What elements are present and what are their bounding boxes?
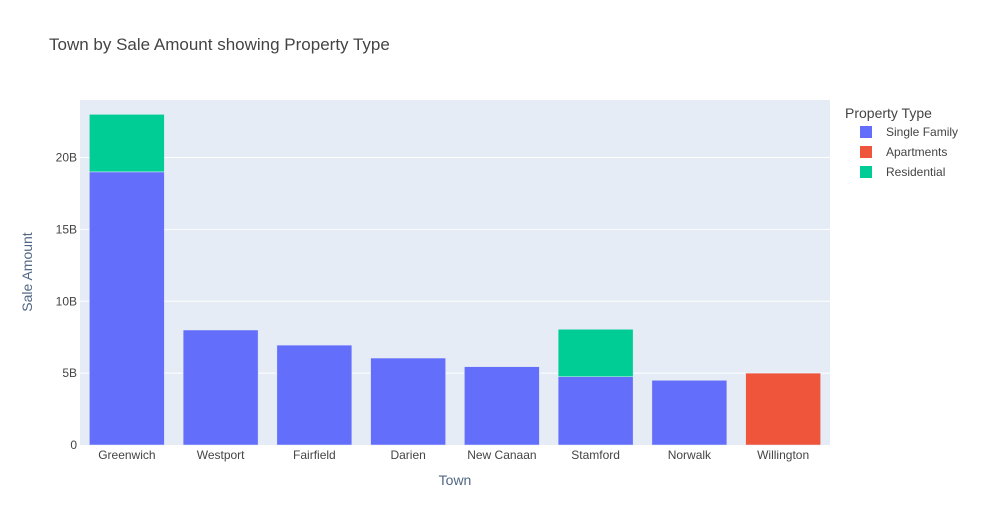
legend[interactable]: Property Type Single Family Apartments Res… [845, 105, 958, 179]
bar-apartments[interactable] [745, 372, 821, 446]
bar-single-family[interactable] [464, 366, 540, 446]
bar-single-family[interactable] [557, 376, 634, 446]
legend-label[interactable]: Apartments [886, 145, 947, 159]
bar-single-family[interactable] [276, 344, 353, 446]
y-axis-ticks: 0 5B 10B 15B 20B [56, 151, 78, 453]
x-tick-label: Fairfield [293, 448, 336, 462]
x-tick-label: Stamford [571, 448, 620, 462]
x-tick-label: Westport [197, 448, 245, 462]
legend-swatch[interactable] [860, 146, 872, 158]
legend-label[interactable]: Residential [886, 165, 945, 179]
x-tick-label: Greenwich [98, 448, 155, 462]
legend-title: Property Type [845, 105, 932, 121]
bar-residential[interactable] [557, 329, 634, 377]
x-tick-label: Willington [757, 448, 809, 462]
bar-single-family[interactable] [182, 329, 259, 446]
bar-residential[interactable] [89, 114, 165, 173]
y-tick-label: 10B [56, 294, 77, 308]
x-tick-label: Darien [390, 448, 425, 462]
x-axis-ticks: Greenwich Westport Fairfield Darien New Cana… [98, 448, 809, 462]
bar-single-family[interactable] [89, 171, 165, 446]
y-tick-label: 15B [56, 222, 77, 236]
x-tick-label: Norwalk [668, 448, 712, 462]
x-tick-label: New Canaan [467, 448, 536, 462]
bar-single-family[interactable] [651, 380, 728, 446]
y-tick-label: 5B [62, 366, 77, 380]
legend-label[interactable]: Single Family [886, 125, 958, 139]
bars[interactable] [89, 114, 821, 446]
y-axis-title: Sale Amount [19, 232, 35, 311]
legend-swatch[interactable] [860, 126, 872, 138]
legend-swatch[interactable] [860, 166, 872, 178]
y-tick-label: 20B [56, 151, 77, 165]
x-axis-title: Town [439, 472, 472, 488]
chart-title: Town by Sale Amount showing Property Typ… [49, 35, 390, 54]
y-tick-label: 0 [70, 438, 77, 452]
bar-single-family[interactable] [370, 357, 446, 446]
